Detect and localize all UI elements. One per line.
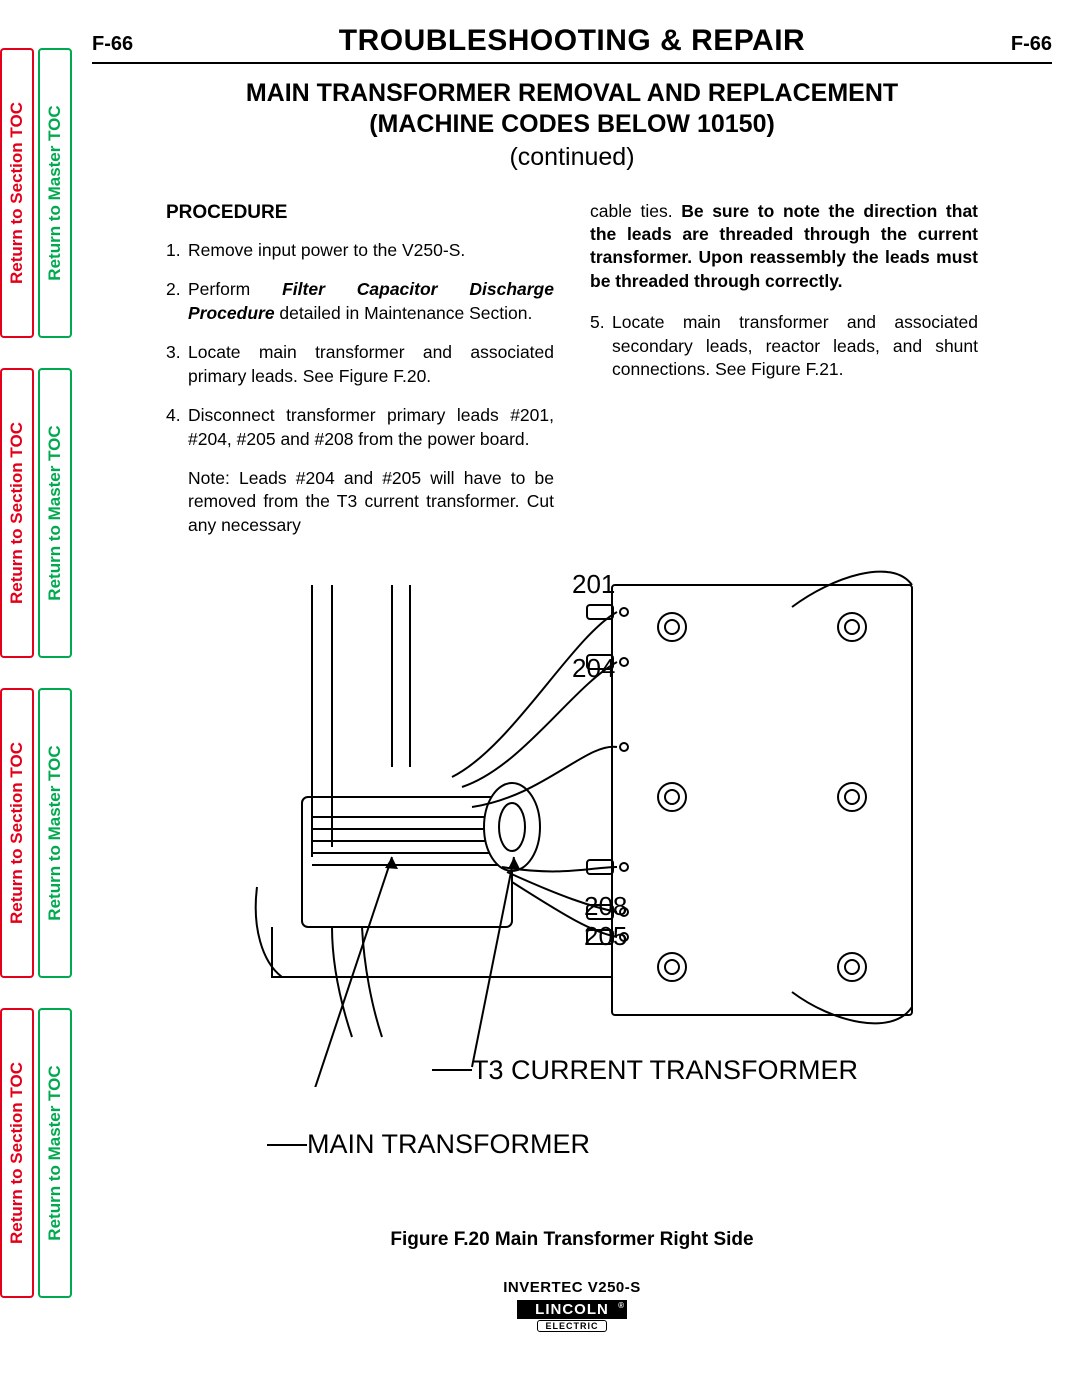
side-tab-section-4[interactable]: Return to Section TOC xyxy=(0,1008,34,1298)
note-continuation: cable ties. Be sure to note the directio… xyxy=(590,200,978,294)
side-tab-master-label: Return to Master TOC xyxy=(45,1065,65,1240)
side-tab-section-label: Return to Section TOC xyxy=(7,742,27,924)
side-tab-section-3[interactable]: Return to Section TOC xyxy=(0,688,34,978)
side-tab-section-label: Return to Section TOC xyxy=(7,422,27,604)
logo-top: LINCOLN ® xyxy=(517,1300,627,1319)
side-tab-section-1[interactable]: Return to Section TOC xyxy=(0,48,34,338)
lincoln-logo: LINCOLN ® ELECTRIC xyxy=(517,1300,627,1332)
item-number: 2. xyxy=(166,278,188,325)
side-tab-master-label: Return to Master TOC xyxy=(45,425,65,600)
item-text: Perform Filter Capacitor Discharge Proce… xyxy=(188,278,554,325)
page-header: F-66 TROUBLESHOOTING & REPAIR F-66 xyxy=(92,24,1052,64)
side-tab-section-label: Return to Section TOC xyxy=(7,102,27,284)
section-title-line2: (MACHINE CODES BELOW 10150) xyxy=(92,109,1052,140)
section-title: MAIN TRANSFORMER REMOVAL AND REPLACEMENT… xyxy=(92,78,1052,141)
item-text: Locate main transformer and associated p… xyxy=(188,341,554,388)
page-num-right: F-66 xyxy=(1011,33,1052,56)
procedure-note: Note: Leads #204 and #205 will have to b… xyxy=(166,467,554,537)
procedure-item-1: 1. Remove input power to the V250-S. xyxy=(166,239,554,262)
section-title-line1: MAIN TRANSFORMER REMOVAL AND REPLACEMENT xyxy=(92,78,1052,109)
note-cont-plain: cable ties. xyxy=(590,201,681,221)
side-tab-master-label: Return to Master TOC xyxy=(45,105,65,280)
figure-f20: 201 204 208 205 T3 CURRENT TRANSFORMER M… xyxy=(92,567,1052,1207)
side-tab-master-4[interactable]: Return to Master TOC xyxy=(38,1008,72,1298)
left-column: PROCEDURE 1. Remove input power to the V… xyxy=(166,200,554,538)
procedure-list: 1. Remove input power to the V250-S. 2. … xyxy=(166,239,554,451)
side-tab-master-label: Return to Master TOC xyxy=(45,745,65,920)
procedure-item-3: 3. Locate main transformer and associate… xyxy=(166,341,554,388)
item-text: Locate main transformer and associated s… xyxy=(612,311,978,381)
section-continued: (continued) xyxy=(92,143,1052,172)
side-tab-master-3[interactable]: Return to Master TOC xyxy=(38,688,72,978)
page-num-left: F-66 xyxy=(92,33,133,56)
procedure-item-4: 4. Disconnect transformer primary leads … xyxy=(166,404,554,451)
item-text: Remove input power to the V250-S. xyxy=(188,239,554,262)
side-tab-section-label: Return to Section TOC xyxy=(7,1062,27,1244)
procedure-item-5: 5. Locate main transformer and associate… xyxy=(590,311,978,381)
item-number: 3. xyxy=(166,341,188,388)
item-suffix: detailed in Maintenance Section. xyxy=(275,303,533,323)
logo-registered-icon: ® xyxy=(618,1301,625,1310)
procedure-item-2: 2. Perform Filter Capacitor Discharge Pr… xyxy=(166,278,554,325)
columns: PROCEDURE 1. Remove input power to the V… xyxy=(92,200,1052,538)
footer-model: INVERTEC V250-S xyxy=(92,1279,1052,1296)
right-column: cable ties. Be sure to note the directio… xyxy=(590,200,978,538)
item-prefix: Perform xyxy=(188,279,282,299)
callout-tails xyxy=(92,567,1052,1207)
item-number: 5. xyxy=(590,311,612,381)
figure-caption: Figure F.20 Main Transformer Right Side xyxy=(92,1229,1052,1251)
logo-text: LINCOLN xyxy=(535,1301,609,1318)
side-tab-section-2[interactable]: Return to Section TOC xyxy=(0,368,34,658)
procedure-heading: PROCEDURE xyxy=(166,200,554,225)
page-footer: INVERTEC V250-S LINCOLN ® ELECTRIC xyxy=(92,1279,1052,1332)
item-text: Disconnect transformer primary leads #20… xyxy=(188,404,554,451)
page-header-title: TROUBLESHOOTING & REPAIR xyxy=(339,24,805,58)
side-tab-master-2[interactable]: Return to Master TOC xyxy=(38,368,72,658)
procedure-list-cont: 5. Locate main transformer and associate… xyxy=(590,311,978,381)
item-number: 4. xyxy=(166,404,188,451)
page-content: F-66 TROUBLESHOOTING & REPAIR F-66 MAIN … xyxy=(92,24,1052,1332)
logo-bottom: ELECTRIC xyxy=(537,1320,607,1332)
side-tab-master-1[interactable]: Return to Master TOC xyxy=(38,48,72,338)
item-number: 1. xyxy=(166,239,188,262)
